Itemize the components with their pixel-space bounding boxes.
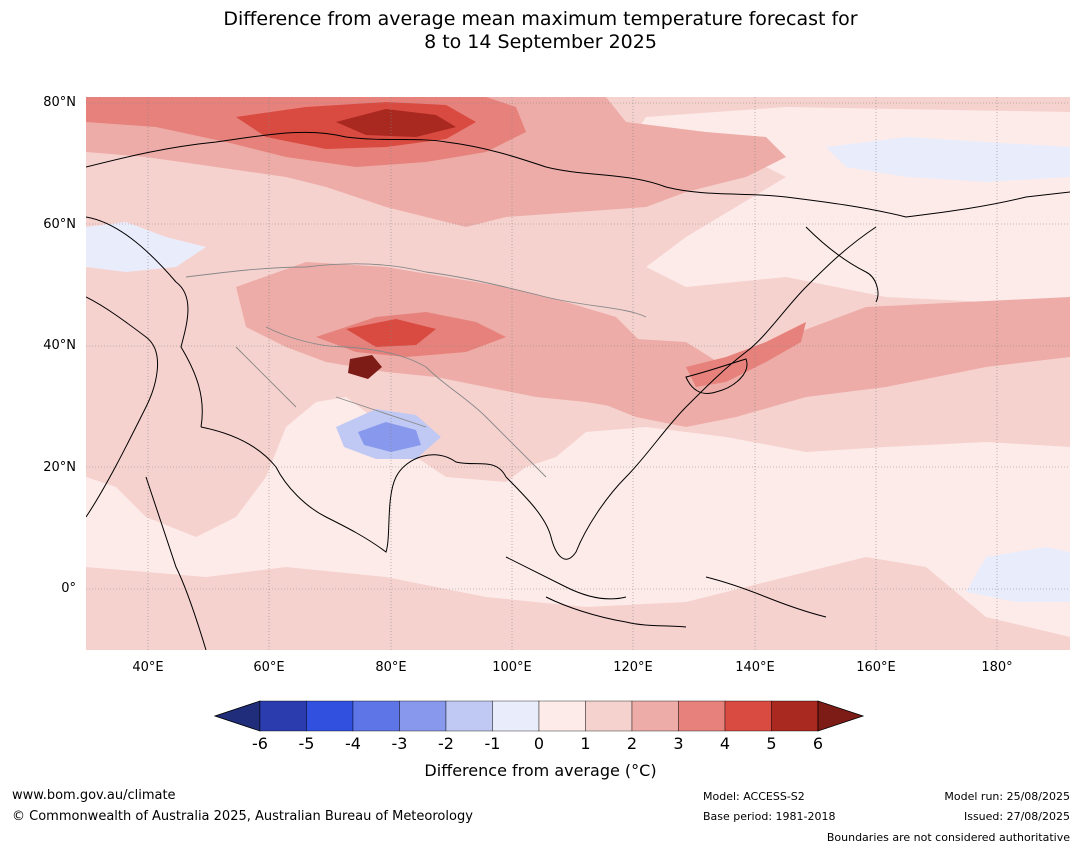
colorbar-cell (445, 700, 493, 732)
colorbar-tick-label: 5 (766, 734, 777, 753)
colorbar-cell (771, 700, 819, 732)
lat-label-80n: 80°N (43, 95, 76, 110)
colorbar-tick-label: -2 (438, 734, 454, 753)
colorbar-cell (631, 700, 679, 732)
colorbar-cell (724, 700, 772, 732)
lon-label-40e: 40°E (132, 660, 164, 675)
colorbar-tick-label: 3 (673, 734, 684, 753)
lon-label-160e: 160°E (856, 660, 896, 675)
lat-label-0: 0° (61, 581, 76, 596)
colorbar-tick-label: 1 (580, 734, 591, 753)
anomaly-minus-3-2-region-india (358, 422, 421, 452)
lat-label-20n: 20°N (43, 460, 76, 475)
colorbar-extend-high (817, 700, 865, 732)
colorbar-tick-label: 6 (812, 734, 824, 753)
anomaly-minus-1-0-region-west (86, 222, 206, 272)
colorbar-cell (492, 700, 540, 732)
colorbar-cell (585, 700, 633, 732)
lon-label-140e: 140°E (735, 660, 775, 675)
colorbar-tick-label: 2 (626, 734, 638, 753)
copyright-notice: © Commonwealth of Australia 2025, Austra… (12, 809, 473, 824)
colorbar (214, 700, 865, 732)
lon-label-100e: 100°E (492, 660, 532, 675)
country-boundaries (185, 263, 647, 478)
colorbar-tick-label: -1 (484, 734, 501, 753)
issued-date: Issued: 27/08/2025 (963, 810, 1070, 823)
colorbar-tick-label: 4 (719, 734, 731, 753)
colorbar-extend-low (214, 700, 261, 732)
anomaly-5-6-arctic (336, 109, 456, 137)
colorbar-cell (259, 700, 307, 732)
colorbar-cell (306, 700, 354, 732)
anomaly-2-3-east-asia (536, 297, 1070, 427)
anomaly-4-5-tibet (346, 319, 436, 347)
model-run-date: Model run: 25/08/2025 (944, 790, 1070, 803)
anomaly-minus-1-0-region-pacific (966, 547, 1070, 602)
colorbar-tick-label: -5 (298, 734, 315, 753)
website-url[interactable]: www.bom.gov.au/climate (12, 788, 176, 803)
colorbar-tick-label: -4 (345, 734, 361, 753)
lon-label-80e: 80°E (375, 660, 407, 675)
lat-label-40n: 40°N (43, 338, 76, 353)
coastlines (86, 131, 1070, 650)
anomaly-1-2-south-region (86, 557, 1070, 650)
lon-label-180: 180° (981, 660, 1013, 675)
chart-title: Difference from average mean maximum tem… (0, 8, 1081, 54)
base-period: Base period: 1981-2018 (703, 810, 836, 823)
colorbar-tick-label: -6 (252, 734, 268, 753)
title-line-2: 8 to 14 September 2025 (424, 31, 657, 53)
boundaries-disclaimer: Boundaries are not considered authoritat… (826, 831, 1070, 844)
colorbar-cell (352, 700, 400, 732)
colorbar-tick-label: 0 (533, 734, 545, 753)
graticule (86, 97, 1070, 650)
map-canvas (86, 97, 1070, 650)
colorbar-cell (399, 700, 447, 732)
colorbar-cell (678, 700, 726, 732)
colorbar-label: Difference from average (°C) (424, 761, 657, 780)
colorbar-tick-label: -3 (391, 734, 408, 753)
lat-label-60n: 60°N (43, 217, 76, 232)
lon-label-60e: 60°E (253, 660, 285, 675)
anomaly-5-6-tibet (348, 355, 382, 379)
temperature-anomaly-map (86, 97, 1070, 650)
colorbar-cell (538, 700, 586, 732)
anomaly-minus-1-0-region-north-pacific (826, 137, 1070, 182)
anomaly-3-4-japan (686, 322, 806, 387)
title-line-1: Difference from average mean maximum tem… (223, 8, 858, 30)
lon-label-120e: 120°E (613, 660, 653, 675)
model-name: Model: ACCESS-S2 (703, 790, 805, 803)
